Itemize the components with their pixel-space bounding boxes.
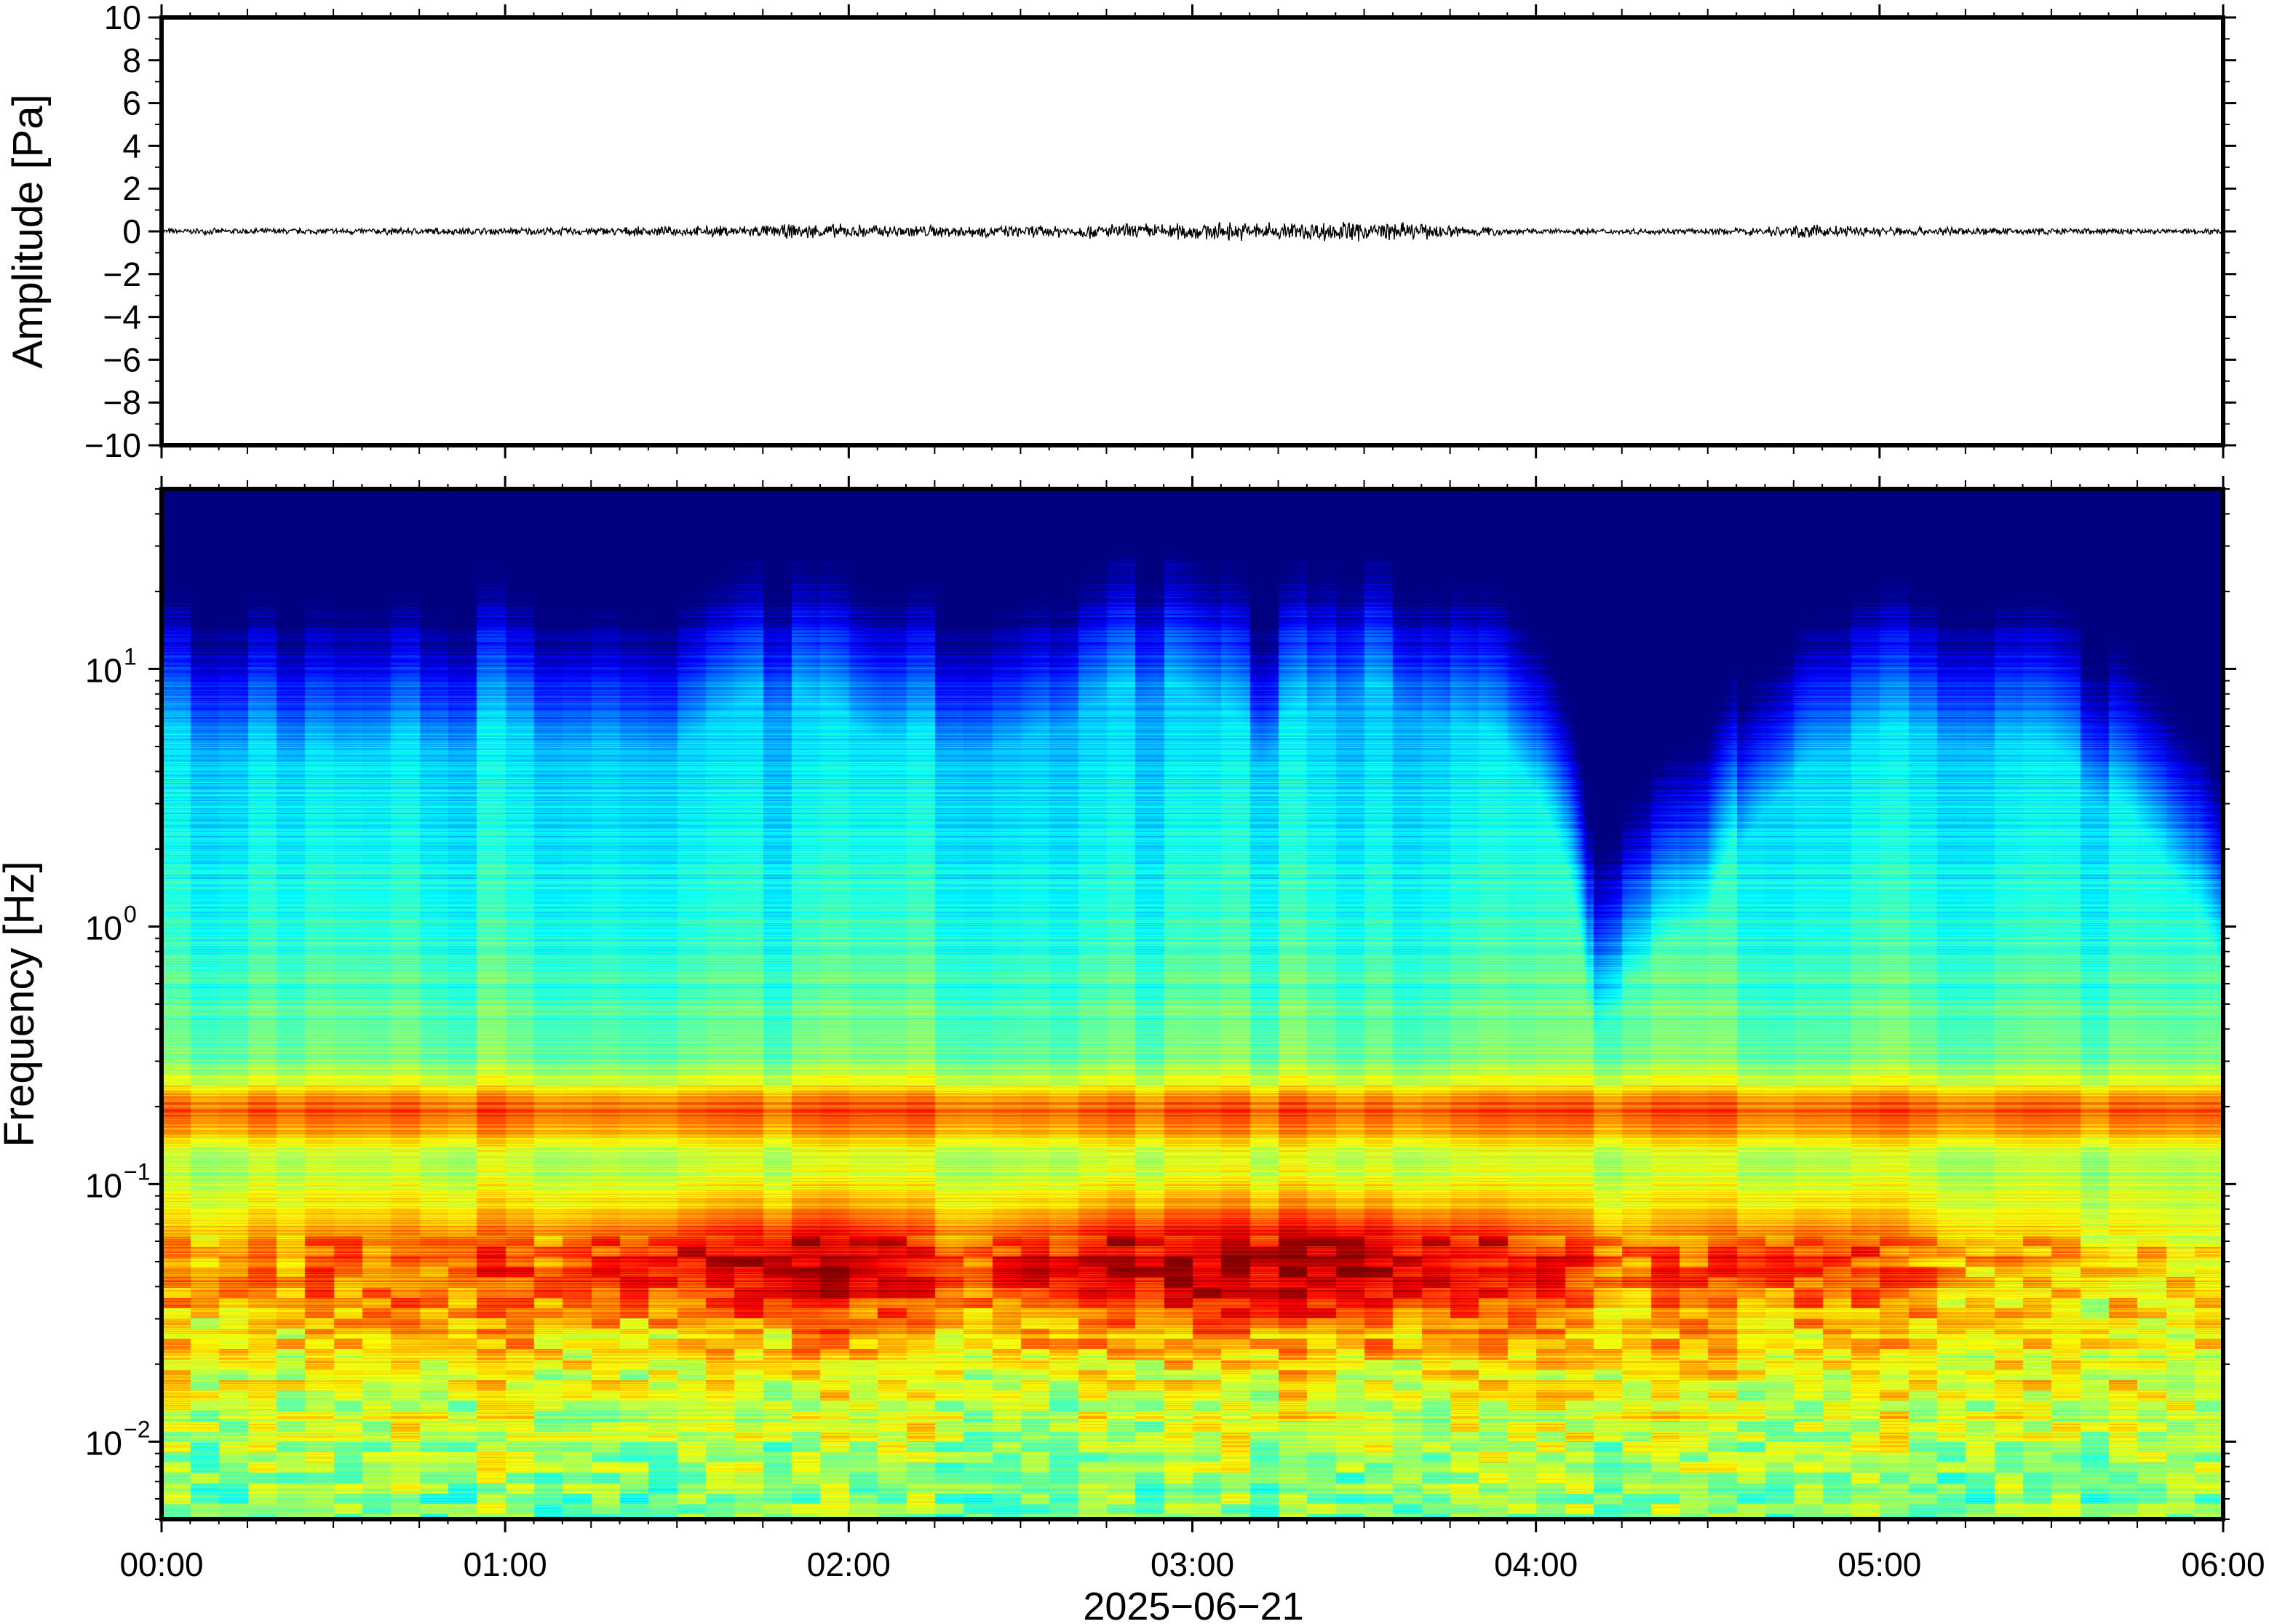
spectrogram-y-tick-exponent: 0	[124, 901, 137, 927]
spectrogram-y-tick-exponent: 1	[124, 643, 137, 669]
spectrogram-y-tick-label: 10	[85, 651, 122, 689]
x-axis-date-title: 2025−06−21	[1083, 1585, 1303, 1624]
x-tick-label: 00:00	[119, 1545, 203, 1583]
waveform-y-tick-label: 6	[122, 84, 141, 122]
waveform-plot-area	[162, 17, 2223, 445]
waveform-trace	[161, 221, 2224, 242]
x-tick-label: 04:00	[1494, 1545, 1578, 1583]
x-tick-label: 05:00	[1837, 1545, 1921, 1583]
waveform-y-tick-label: 2	[122, 170, 141, 207]
spectrogram-frame	[159, 487, 2225, 1521]
waveform-y-ticks: 10 8 6 4 2 0 −2 −4 −6 −8 −10	[84, 0, 2236, 464]
x-tick-label: 06:00	[2181, 1545, 2265, 1583]
waveform-y-tick-label: 8	[122, 41, 141, 79]
spectrogram-x-ticks: 00:00 01:00 02:00 03:00 04:00 05:00 06:00	[119, 476, 2265, 1583]
spectrogram-y-tick-label: 10	[85, 1424, 122, 1462]
waveform-y-tick-label: −8	[103, 383, 141, 421]
waveform-panel: 10 8 6 4 2 0 −2 −4 −6 −8 −10 Amplitude [Pa]	[4, 0, 2236, 464]
waveform-y-tick-label: 10	[104, 0, 141, 36]
x-tick-label: 03:00	[1151, 1545, 1234, 1583]
spectrogram-y-tick-exponent: −1	[124, 1158, 150, 1185]
waveform-y-tick-label: −10	[84, 426, 141, 464]
waveform-y-axis-title: Amplitude [Pa]	[4, 94, 52, 368]
x-tick-label: 01:00	[464, 1545, 547, 1583]
waveform-y-tick-label: −4	[103, 298, 141, 336]
waveform-y-tick-label: −6	[103, 341, 141, 378]
waveform-y-tick-label: 0	[122, 212, 141, 250]
waveform-y-tick-label: 4	[122, 127, 141, 164]
x-tick-label: 02:00	[807, 1545, 891, 1583]
waveform-y-tick-label: −2	[103, 255, 141, 293]
spectrogram-y-tick-exponent: −2	[124, 1416, 150, 1442]
spectrogram-y-tick-label: 10	[85, 909, 122, 947]
spectrogram-heatmap	[162, 489, 2223, 1519]
spectrogram-y-axis-title: Frequency [Hz]	[0, 861, 43, 1147]
waveform-frame	[159, 15, 2225, 447]
spectrogram-y-tick-label: 10	[85, 1166, 122, 1204]
